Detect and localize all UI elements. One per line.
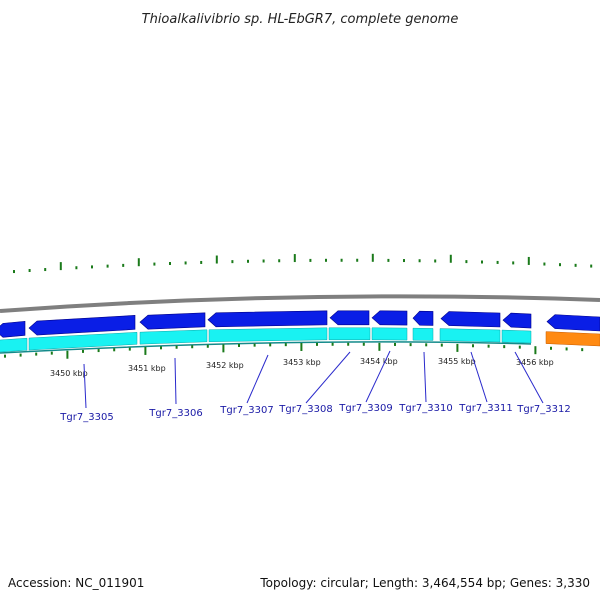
forward-cds-arrow: [546, 314, 600, 332]
forward-cds-arrow: [502, 312, 532, 329]
gene-label-tgr7-3306[interactable]: Tgr7_3306: [148, 408, 202, 419]
kbp-label: 3450 kbp: [50, 369, 88, 378]
leader-line: [246, 354, 269, 404]
gene-label-tgr7-3308[interactable]: Tgr7_3308: [278, 404, 332, 415]
forward-cds-arrow: [139, 312, 206, 330]
kbp-label: 3456 kbp: [516, 358, 554, 367]
lower-tick-row: [4, 342, 584, 359]
forward-cds-arrow: [440, 311, 501, 328]
gene-label-leaders: [83, 350, 544, 409]
leader-line: [514, 351, 544, 404]
reverse-cds-block: [0, 337, 28, 353]
reverse-cds-block: [412, 327, 434, 341]
reverse-cds-block: [28, 332, 138, 351]
kbp-label: 3451 kbp: [128, 364, 166, 373]
reverse-cds-block: [208, 327, 328, 342]
forward-cds-arrow: [207, 310, 328, 328]
reverse-cds-block: [501, 329, 532, 344]
kbp-label: 3452 kbp: [206, 361, 244, 370]
kbp-label: 3453 kbp: [283, 358, 321, 367]
upper-tick-row: [13, 253, 593, 274]
gene-label-tgr7-3312[interactable]: Tgr7_3312: [516, 404, 570, 415]
reverse-track-edge: [0, 341, 532, 354]
leader-line: [470, 351, 488, 403]
leader-line: [83, 363, 87, 409]
reverse-cds-block: [371, 327, 408, 341]
leader-line: [174, 357, 177, 405]
reverse-cds-block: [328, 327, 371, 341]
gene-label-tgr7-3309[interactable]: Tgr7_3309: [338, 403, 392, 414]
forward-cds-arrow: [28, 315, 136, 336]
gene-label-tgr7-3311[interactable]: Tgr7_3311: [458, 403, 512, 414]
gene-label-tgr7-3310[interactable]: Tgr7_3310: [398, 403, 452, 414]
leader-line: [423, 351, 427, 403]
forward-cds-arrow: [329, 310, 370, 326]
forward-cds-track: [0, 310, 600, 338]
kbp-label: 3455 kbp: [438, 357, 476, 366]
orange-feature-block: [545, 331, 600, 347]
reverse-cds-block: [139, 329, 208, 345]
reverse-cds-block: [439, 328, 501, 343]
reverse-cds-track: [0, 327, 600, 354]
genome-backbone: [0, 294, 600, 313]
kbp-labels: 3450 kbp 3451 kbp 3452 kbp 3453 kbp 3454…: [50, 357, 554, 378]
forward-cds-arrow: [412, 310, 434, 326]
leader-line: [365, 350, 391, 403]
gene-label-tgr7-3307[interactable]: Tgr7_3307: [219, 405, 273, 416]
accession-text: Accession: NC_011901: [8, 576, 145, 590]
forward-cds-arrow: [0, 320, 26, 338]
forward-cds-arrow: [371, 310, 408, 326]
kbp-label: 3454 kbp: [360, 357, 398, 366]
leader-line: [305, 351, 351, 404]
page-title: Thioalkalivibrio sp. HL-EbGR7, complete …: [142, 12, 459, 27]
gene-labels: Tgr7_3305 Tgr7_3306 Tgr7_3307 Tgr7_3308 …: [59, 403, 570, 423]
gene-label-tgr7-3305[interactable]: Tgr7_3305: [59, 412, 113, 423]
genome-summary-text: Topology: circular; Length: 3,464,554 bp…: [260, 576, 590, 590]
